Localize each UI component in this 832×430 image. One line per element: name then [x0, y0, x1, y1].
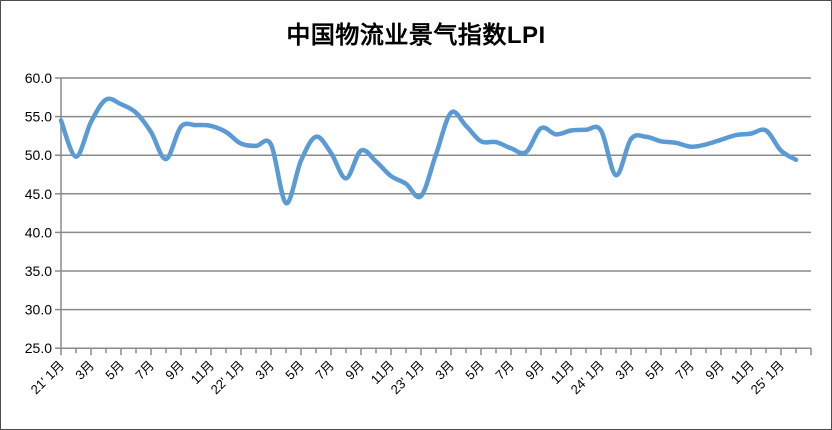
x-tick-label: 9月	[702, 358, 727, 383]
x-tick-label: 25' 1月	[748, 358, 787, 397]
y-tick-label: 60.0	[25, 70, 52, 86]
x-tick-label: 7月	[312, 358, 337, 383]
x-tick-label: 5月	[462, 358, 487, 383]
x-tick-label: 23' 1月	[388, 358, 427, 397]
x-tick-label: 5月	[102, 358, 127, 383]
x-tick-label: 7月	[492, 358, 517, 383]
x-tick-label: 3月	[72, 358, 97, 383]
y-tick-label: 45.0	[25, 186, 52, 202]
x-tick-label: 21' 1月	[28, 358, 67, 397]
x-tick-label: 3月	[252, 358, 277, 383]
x-tick-label: 9月	[162, 358, 187, 383]
chart-title: 中国物流业景气指数LPI	[286, 22, 546, 49]
lpi-series-line	[58, 96, 799, 206]
x-tick-label: 7月	[672, 358, 697, 383]
x-tick-label: 22' 1月	[208, 358, 247, 397]
x-tick-label: 5月	[642, 358, 667, 383]
x-tick-label: 24' 1月	[568, 358, 607, 397]
x-tick-label: 3月	[432, 358, 457, 383]
y-tick-label: 55.0	[25, 109, 52, 125]
x-tick-label: 5月	[282, 358, 307, 383]
y-tick-label: 30.0	[25, 302, 52, 318]
x-tick-label: 7月	[132, 358, 157, 383]
x-tick-label: 9月	[342, 358, 367, 383]
y-tick-label: 25.0	[25, 340, 52, 356]
y-tick-label: 40.0	[25, 224, 52, 240]
x-tick-label: 9月	[522, 358, 547, 383]
x-tick-label: 3月	[612, 358, 637, 383]
y-tick-label: 50.0	[25, 147, 52, 163]
y-tick-label: 35.0	[25, 263, 52, 279]
